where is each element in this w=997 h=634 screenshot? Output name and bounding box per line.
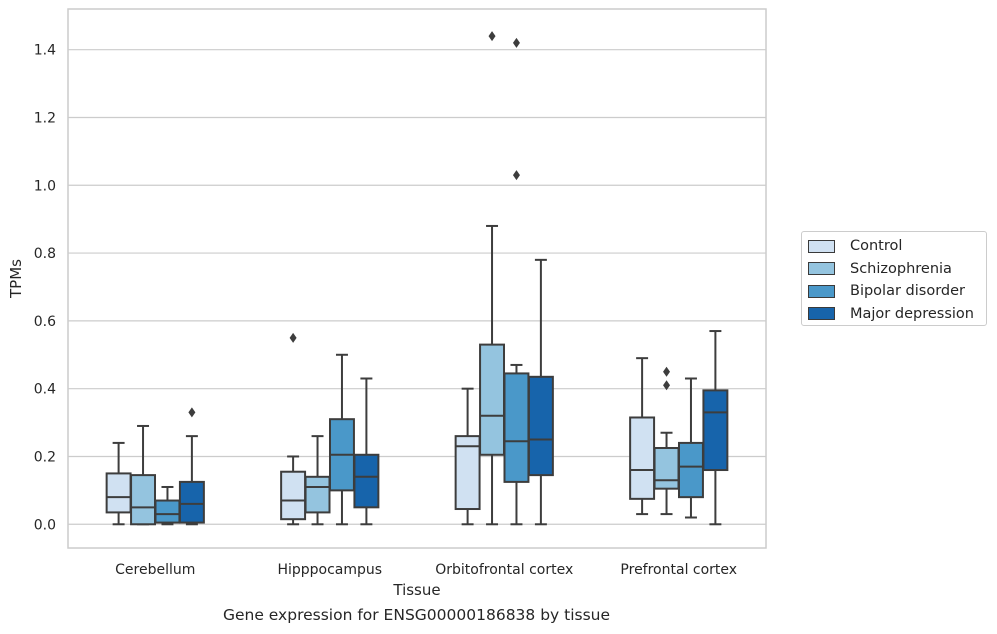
x-axis-label: Tissue bbox=[392, 581, 440, 599]
box-major-depression-prefrontal-cortex bbox=[702, 389, 729, 472]
box-schizophrenia-cerebellum bbox=[130, 474, 157, 526]
y-tick-label: 1.4 bbox=[34, 43, 56, 59]
box-control-prefrontal-cortex bbox=[629, 416, 656, 500]
x-tick-label-cerebellum: Cerebellum bbox=[115, 562, 195, 578]
y-tick-label: 0.4 bbox=[34, 382, 56, 398]
x-tick-label-orbitofrontal-cortex: Orbitofrontal cortex bbox=[435, 562, 573, 578]
y-tick-label: 0.0 bbox=[34, 517, 56, 533]
x-tick-label-hipppocampus: Hipppocampus bbox=[277, 562, 382, 578]
legend-label-control: Control bbox=[850, 238, 903, 255]
legend-swatch-major-depression bbox=[808, 307, 835, 321]
box-bipolar-disorder-cerebellum bbox=[154, 499, 181, 524]
y-tick-label: 0.2 bbox=[34, 449, 56, 465]
legend-item-bipolar-disorder: Bipolar disorder bbox=[808, 280, 986, 303]
legend-swatch-control bbox=[808, 239, 835, 253]
box-bipolar-disorder-prefrontal-cortex bbox=[677, 441, 704, 499]
outlier-bipolar-disorder-orbitofrontal-cortex bbox=[512, 170, 520, 181]
y-tick-label: 0.8 bbox=[34, 246, 56, 262]
box-control-cerebellum bbox=[105, 472, 132, 514]
box-major-depression-cerebellum bbox=[178, 480, 205, 524]
outlier-bipolar-disorder-orbitofrontal-cortex bbox=[512, 37, 520, 48]
legend-label-schizophrenia: Schizophrenia bbox=[850, 260, 952, 277]
box-control-orbitofrontal-cortex bbox=[454, 435, 481, 511]
box-bipolar-disorder-orbitofrontal-cortex bbox=[503, 372, 530, 483]
legend-swatch-bipolar-disorder bbox=[808, 284, 835, 298]
outlier-schizophrenia-prefrontal-cortex bbox=[663, 380, 671, 391]
legend-item-major-depression: Major depression bbox=[808, 303, 986, 326]
box-schizophrenia-orbitofrontal-cortex bbox=[479, 343, 506, 456]
chart-caption: Gene expression for ENSG00000186838 by t… bbox=[222, 606, 611, 624]
box-schizophrenia-prefrontal-cortex bbox=[653, 446, 680, 490]
box-control-hipppocampus bbox=[280, 470, 307, 521]
legend-item-schizophrenia: Schizophrenia bbox=[808, 258, 986, 281]
box-major-depression-hipppocampus bbox=[353, 453, 380, 509]
y-tick-label: 1.2 bbox=[34, 110, 56, 126]
legend-label-bipolar-disorder: Bipolar disorder bbox=[850, 283, 965, 300]
legend-swatch-schizophrenia bbox=[808, 262, 835, 276]
box-schizophrenia-hipppocampus bbox=[304, 475, 331, 514]
y-axis-label: TPMs bbox=[7, 259, 25, 299]
legend: Control Schizophrenia Bipolar disorder M… bbox=[801, 231, 987, 326]
outlier-major-depression-cerebellum bbox=[188, 407, 196, 418]
plot-frame bbox=[67, 8, 767, 549]
outlier-schizophrenia-orbitofrontal-cortex bbox=[488, 31, 496, 42]
legend-item-control: Control bbox=[808, 235, 986, 258]
outlier-schizophrenia-prefrontal-cortex bbox=[663, 366, 671, 377]
y-tick-label: 0.6 bbox=[34, 314, 56, 330]
x-tick-label-prefrontal-cortex: Prefrontal cortex bbox=[620, 562, 737, 578]
legend-label-major-depression: Major depression bbox=[850, 305, 974, 322]
y-tick-label: 1.0 bbox=[34, 178, 56, 194]
box-major-depression-orbitofrontal-cortex bbox=[527, 375, 554, 477]
outlier-control-hipppocampus bbox=[289, 332, 297, 343]
